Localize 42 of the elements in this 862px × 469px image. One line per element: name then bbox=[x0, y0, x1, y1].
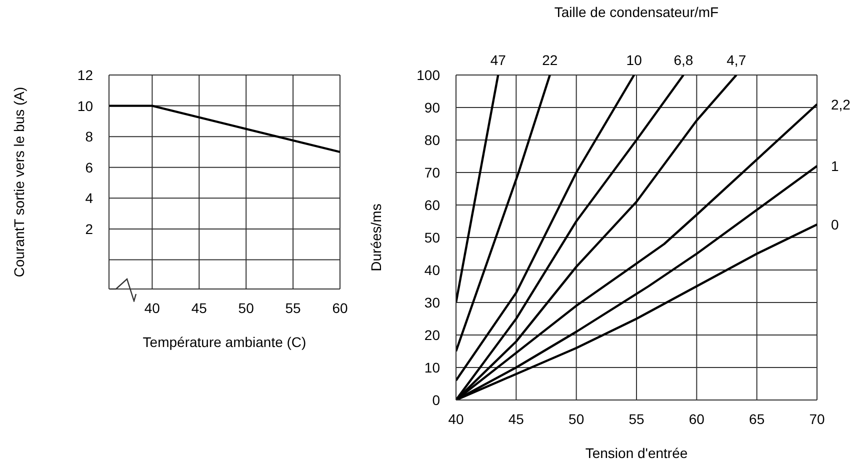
x-tick-label: 70 bbox=[809, 410, 825, 427]
y-tick-label: 60 bbox=[424, 196, 440, 213]
y-tick-label: 4 bbox=[85, 190, 94, 206]
y-tick-label: 20 bbox=[424, 326, 440, 343]
series-label: 22 bbox=[542, 52, 558, 68]
legend-title: Taille de condensateur/mF bbox=[553, 4, 720, 20]
y-tick-label: 50 bbox=[424, 229, 440, 246]
x-tick-label: 40 bbox=[448, 410, 464, 427]
y-tick-label: 80 bbox=[424, 132, 440, 148]
y-tick-label: 8 bbox=[85, 128, 94, 145]
y-tick-label: 12 bbox=[77, 66, 94, 83]
x-tick-label: 45 bbox=[508, 410, 524, 427]
y-tick-label: 2 bbox=[85, 220, 94, 237]
series-label: 47 bbox=[490, 52, 506, 68]
y-tick-label: 10 bbox=[77, 98, 94, 114]
x-tick-label: 50 bbox=[568, 410, 584, 427]
y-tick-label: 70 bbox=[424, 164, 440, 180]
x-tick-label: 45 bbox=[191, 300, 208, 316]
series-label: 10 bbox=[626, 52, 642, 68]
series-label: 1 bbox=[831, 158, 839, 174]
y-tick-label: 40 bbox=[424, 262, 440, 278]
y-tick-label: 90 bbox=[424, 99, 440, 116]
series-label: 2,2 bbox=[831, 96, 851, 112]
y-axis-title: Durées/ms bbox=[368, 204, 384, 272]
x-tick-label: 40 bbox=[144, 300, 160, 316]
y-tick-label: 0 bbox=[432, 392, 440, 408]
x-tick-label: 60 bbox=[688, 410, 705, 427]
y-tick-label: 30 bbox=[424, 294, 440, 310]
x-axis-title: Température ambiante (C) bbox=[142, 334, 306, 350]
x-tick-label: 65 bbox=[749, 410, 765, 427]
x-tick-label: 60 bbox=[332, 300, 348, 316]
series-label: 0 bbox=[831, 216, 839, 232]
series-label: 6,8 bbox=[674, 52, 694, 68]
y-tick-label: 6 bbox=[85, 159, 94, 176]
y-tick-label: 10 bbox=[424, 359, 440, 376]
x-tick-label: 55 bbox=[628, 410, 644, 427]
y-axis-title: CourantT sortie vers le bus (A) bbox=[10, 86, 27, 278]
x-tick-label: 50 bbox=[238, 300, 254, 316]
y-tick-label: 100 bbox=[416, 66, 440, 83]
x-tick-label: 55 bbox=[285, 300, 302, 316]
series-label: 4,7 bbox=[726, 52, 746, 68]
x-axis-title: Tension d'entrée bbox=[585, 445, 688, 461]
